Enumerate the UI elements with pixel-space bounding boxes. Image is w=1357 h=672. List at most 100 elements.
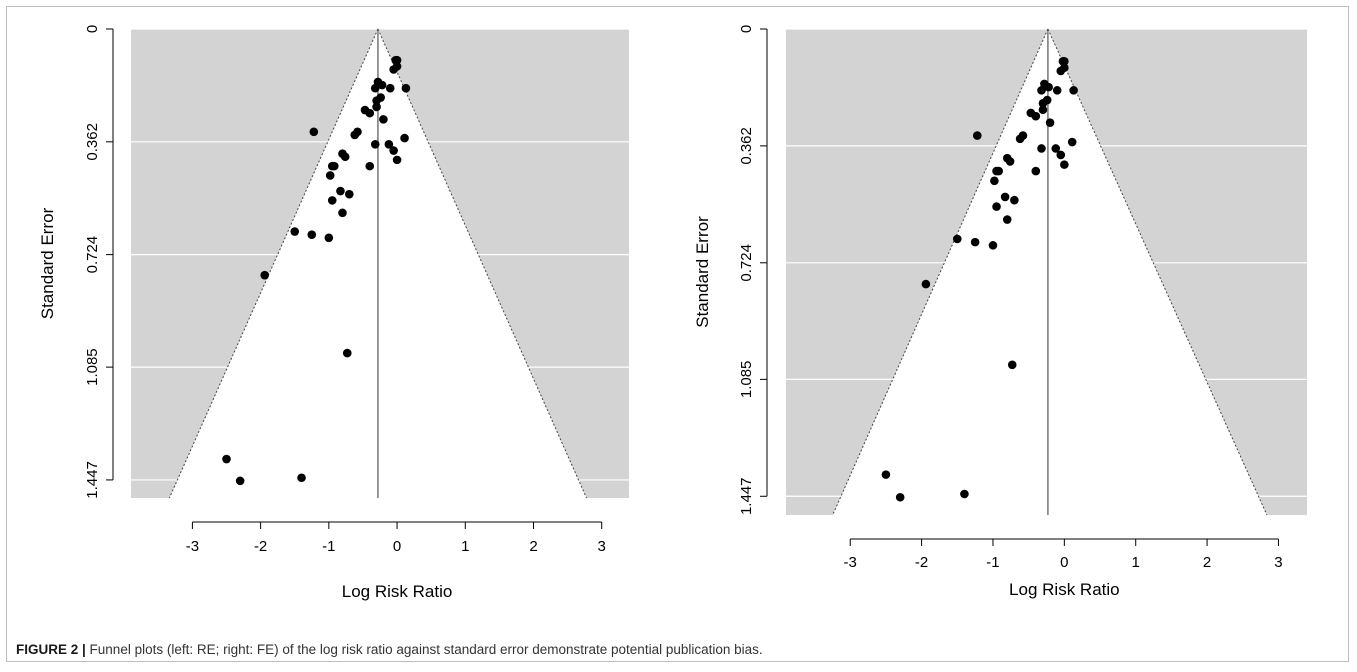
data-point — [309, 127, 319, 137]
funnel-left-edge — [168, 28, 379, 499]
data-point — [960, 489, 969, 499]
data-point — [1010, 195, 1019, 205]
x-tick-label: 0 — [393, 538, 401, 555]
x-axis-label: Log Risk Ratio — [342, 582, 453, 601]
data-point — [325, 171, 335, 180]
data-point — [392, 55, 402, 65]
data-point — [1051, 144, 1061, 153]
y-axis-label: Standard Error — [693, 216, 712, 328]
data-point — [921, 279, 931, 289]
figure-caption-text: Funnel plots (left: RE; right: FE) of th… — [85, 642, 763, 657]
data-point — [1052, 86, 1062, 95]
data-point — [260, 270, 270, 280]
y-tick-label: 0.724 — [84, 236, 101, 274]
data-point — [327, 196, 337, 205]
data-point — [329, 161, 339, 171]
data-point — [372, 102, 381, 112]
data-point — [1069, 86, 1078, 95]
data-point — [365, 161, 375, 171]
y-tick-label: 1.085 — [738, 361, 755, 399]
data-point — [222, 454, 231, 464]
funnel-plots-figure: -3 -2 -1 0 1 2 3 Log Risk Ratio 0 0.362 0.724 1.085… — [38, 25, 1307, 601]
data-point — [1007, 360, 1017, 370]
data-point — [970, 237, 980, 247]
data-point — [1038, 105, 1048, 115]
figure-frame: -3 -2 -1 0 1 2 3 Log Risk Ratio 0 0.362 0.724 1.085… — [6, 6, 1349, 662]
data-point — [297, 473, 306, 483]
data-point — [1056, 150, 1066, 160]
data-point — [379, 115, 388, 124]
data-point — [307, 230, 317, 239]
data-point — [370, 140, 380, 149]
data-point — [389, 146, 398, 155]
x-tick-label: -2 — [254, 538, 267, 555]
x-tick-label: -1 — [322, 538, 335, 555]
data-point — [235, 476, 245, 486]
data-point — [400, 133, 409, 143]
x-tick-label: 1 — [1132, 554, 1140, 571]
y-tick-label: 1.085 — [84, 348, 101, 386]
figure-label: FIGURE 2 | — [16, 642, 86, 657]
data-point — [350, 130, 360, 140]
x-tick-label: -3 — [186, 538, 199, 555]
y-axis-label: Standard Error — [38, 207, 57, 319]
data-point — [972, 131, 982, 140]
data-point — [881, 470, 891, 479]
data-point — [1015, 134, 1025, 144]
left-funnel-plot: -3 -2 -1 0 1 2 3 Log Risk Ratio 0 0.362 0.724 1.085… — [38, 25, 629, 601]
y-tick-label: 1.447 — [738, 477, 755, 515]
x-tick-label: -3 — [844, 554, 857, 571]
x-axis-label: Log Risk Ratio — [1009, 580, 1120, 599]
data-point — [338, 208, 347, 218]
funnel-right-edge — [1047, 28, 1268, 516]
x-tick-label: 3 — [598, 538, 606, 555]
data-point — [1000, 192, 1010, 202]
data-point — [342, 348, 352, 358]
funnel-left-edge — [832, 28, 1049, 516]
data-point — [1060, 63, 1069, 73]
data-point — [401, 83, 411, 93]
data-point — [324, 233, 334, 243]
figure-caption: FIGURE 2 | Funnel plots (left: RE; right… — [16, 642, 1336, 657]
y-tick-label: 0.362 — [738, 127, 755, 165]
right-funnel-plot: -3 -2 -1 0 1 2 3 Log Risk Ratio 0 0.362 0.724 1.085… — [693, 25, 1307, 599]
y-tick-label: 0 — [738, 25, 755, 33]
data-point — [1060, 160, 1069, 169]
data-point — [345, 189, 354, 199]
x-tick-label: 3 — [1274, 554, 1282, 571]
data-point — [290, 227, 300, 236]
x-tick-label: 2 — [529, 538, 537, 555]
data-point — [372, 96, 381, 105]
data-point — [1067, 137, 1077, 147]
x-tick-label: 0 — [1060, 554, 1068, 571]
data-point — [1005, 157, 1015, 166]
x-tick-label: 2 — [1203, 554, 1211, 571]
data-point — [1031, 166, 1041, 176]
data-point — [1038, 98, 1048, 108]
y-tick-label: 1.447 — [84, 461, 101, 499]
data-point — [384, 140, 394, 149]
data-point — [370, 83, 380, 93]
data-point — [1045, 118, 1055, 127]
funnel-region — [832, 29, 1267, 515]
data-point — [340, 152, 350, 162]
data-point — [392, 62, 402, 71]
data-point — [994, 166, 1003, 176]
data-point — [895, 492, 905, 502]
data-point — [365, 108, 375, 118]
y-tick-label: 0.724 — [738, 244, 755, 282]
x-tick-label: -2 — [915, 554, 928, 571]
data-point — [992, 202, 1001, 211]
data-point — [1040, 79, 1049, 89]
y-tick-label: 0 — [84, 25, 101, 33]
data-point — [1060, 56, 1069, 66]
data-point — [1037, 86, 1046, 95]
data-point — [392, 155, 402, 165]
data-point — [336, 186, 345, 196]
x-tick-label: 1 — [461, 538, 469, 555]
data-point — [385, 83, 395, 93]
data-point — [1031, 111, 1041, 121]
data-point — [988, 241, 998, 250]
data-point — [1002, 215, 1012, 224]
data-point — [952, 234, 962, 244]
